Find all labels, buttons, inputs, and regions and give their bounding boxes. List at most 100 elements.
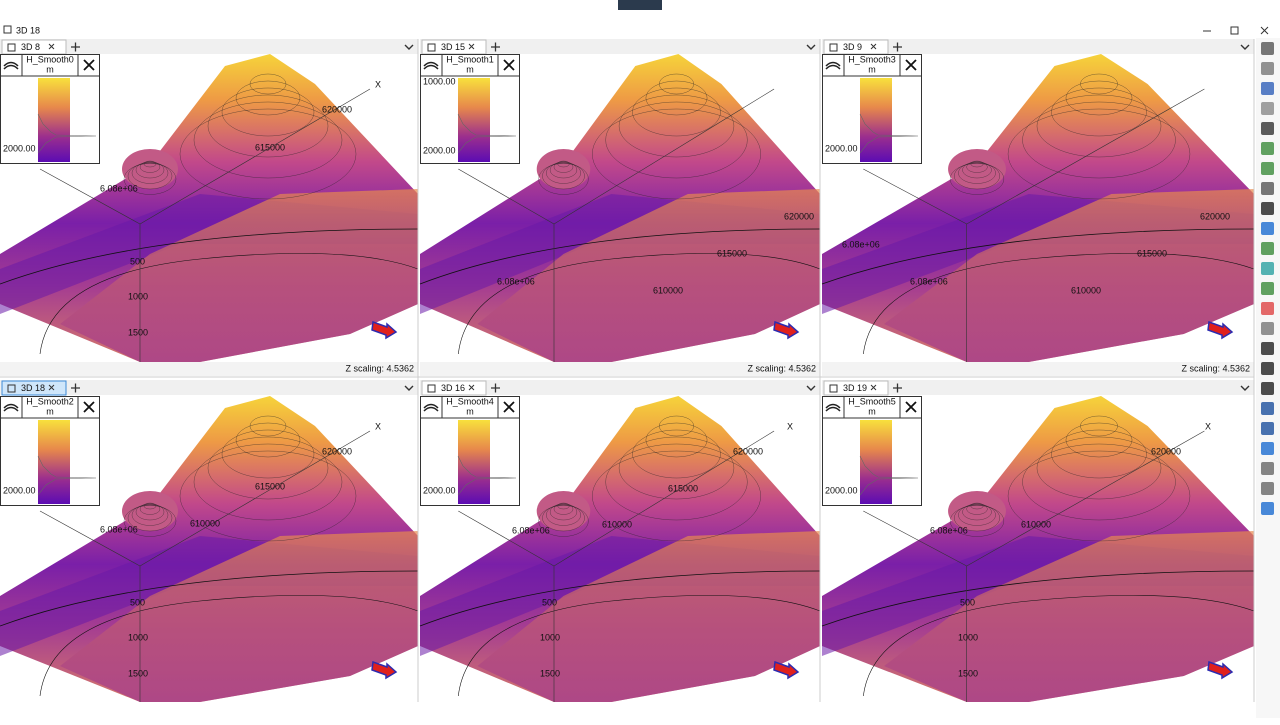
- tab[interactable]: [823, 380, 889, 396]
- tab-close[interactable]: [870, 43, 877, 50]
- legend-close[interactable]: [503, 59, 515, 71]
- contour: [127, 504, 173, 532]
- small-peak: [536, 149, 591, 189]
- tab-label[interactable]: 3D 8: [21, 42, 40, 52]
- tab-strip: [0, 39, 418, 54]
- legend-unit: m: [466, 406, 474, 416]
- contour: [419, 570, 821, 627]
- toolbar-button[interactable]: [1261, 282, 1274, 295]
- tab[interactable]: [421, 380, 487, 396]
- toolbar-button[interactable]: [1261, 202, 1274, 215]
- tab-menu[interactable]: [806, 44, 816, 50]
- legend-name: H_Smooth3: [848, 54, 896, 64]
- new-tab[interactable]: [893, 383, 902, 393]
- axis-annotation: X: [375, 79, 381, 89]
- contour: [1007, 450, 1191, 542]
- axis-line: [458, 168, 555, 225]
- legend-close[interactable]: [905, 401, 917, 413]
- tab-close[interactable]: [48, 384, 55, 391]
- contour: [542, 504, 585, 532]
- legend-histogram: [37, 455, 97, 496]
- axis-annotation: 610000: [602, 519, 632, 529]
- window-icon: [3, 25, 12, 34]
- tab-menu[interactable]: [404, 44, 414, 50]
- tab-label[interactable]: 3D 18: [21, 383, 45, 393]
- axis-annotation: 500: [542, 597, 557, 607]
- new-tab[interactable]: [71, 42, 80, 52]
- toolbar-button[interactable]: [1261, 162, 1274, 175]
- axis-annotation: X: [375, 421, 381, 431]
- contour: [962, 161, 992, 179]
- toolbar-button[interactable]: [1261, 182, 1274, 195]
- toolbar-button[interactable]: [1261, 502, 1274, 515]
- tab-close[interactable]: [870, 384, 877, 391]
- new-tab[interactable]: [71, 383, 80, 393]
- toolbar-button[interactable]: [1261, 242, 1274, 255]
- close-button[interactable]: [1260, 26, 1269, 35]
- toolbar-button[interactable]: [1261, 342, 1274, 355]
- legend-close[interactable]: [83, 401, 95, 413]
- tab-label[interactable]: 3D 16: [441, 383, 465, 393]
- contour: [1065, 80, 1133, 116]
- toolbar-button[interactable]: [1261, 122, 1274, 135]
- tab[interactable]: [1, 380, 67, 396]
- tab-menu[interactable]: [1240, 385, 1250, 391]
- tab-label[interactable]: 3D 9: [843, 42, 862, 52]
- toolbar-button[interactable]: [1261, 262, 1274, 275]
- contour: [605, 101, 748, 179]
- toolbar-button[interactable]: [1261, 442, 1274, 455]
- toolbar-button[interactable]: [1261, 142, 1274, 155]
- legend-unit: m: [868, 406, 876, 416]
- tab-close[interactable]: [468, 43, 475, 50]
- axis-annotation: 1500: [128, 327, 148, 337]
- legend-close[interactable]: [83, 59, 95, 71]
- legend-label: 2000.00: [423, 485, 456, 495]
- new-tab[interactable]: [491, 42, 500, 52]
- contour: [958, 504, 996, 526]
- tab-close[interactable]: [468, 384, 475, 391]
- tab-label[interactable]: 3D 19: [843, 383, 867, 393]
- tab-close[interactable]: [48, 43, 55, 50]
- toolbar-button[interactable]: [1261, 482, 1274, 495]
- toolbar-button[interactable]: [1261, 42, 1274, 55]
- small-peak: [948, 491, 1006, 531]
- legend-label: 2000.00: [3, 485, 36, 495]
- legend-name: H_Smooth2: [26, 396, 74, 406]
- axis-annotation: 1000: [128, 291, 148, 301]
- tab-menu[interactable]: [404, 385, 414, 391]
- contour: [1051, 87, 1147, 137]
- legend-close[interactable]: [905, 59, 917, 71]
- toolbar-button[interactable]: [1261, 82, 1274, 95]
- new-tab[interactable]: [491, 383, 500, 393]
- contour: [1007, 108, 1191, 200]
- toolbar-button[interactable]: [1261, 462, 1274, 475]
- legend-close[interactable]: [503, 401, 515, 413]
- restore-button[interactable]: [1230, 26, 1239, 35]
- toolbar-button[interactable]: [1261, 222, 1274, 235]
- axis-annotation: X: [1205, 421, 1211, 431]
- toolbar-button[interactable]: [1261, 322, 1274, 335]
- viewport: 6.08e+06 620000 615000 610000 6.08e+06 H_Smoo…: [821, 54, 1255, 362]
- tab-menu[interactable]: [1240, 44, 1250, 50]
- toolbar-button[interactable]: [1261, 382, 1274, 395]
- tab-icon: [427, 43, 436, 52]
- legend-histogram: [457, 113, 517, 154]
- legend-histogram: [457, 455, 517, 496]
- contour: [135, 503, 165, 521]
- toolbar-button[interactable]: [1261, 422, 1274, 435]
- tab-label[interactable]: 3D 15: [441, 42, 465, 52]
- tab-menu[interactable]: [806, 385, 816, 391]
- toolbar-button[interactable]: [1261, 62, 1274, 75]
- axis-annotation: 610000: [1021, 519, 1051, 529]
- axis-annotation: 610000: [1071, 285, 1101, 295]
- axis-line: [553, 88, 775, 225]
- toolbar-button[interactable]: [1261, 362, 1274, 375]
- toolbar-button[interactable]: [1261, 402, 1274, 415]
- new-tab[interactable]: [893, 42, 902, 52]
- toolbar-button[interactable]: [1261, 102, 1274, 115]
- toolbar-button[interactable]: [1261, 302, 1274, 315]
- contour: [458, 253, 821, 355]
